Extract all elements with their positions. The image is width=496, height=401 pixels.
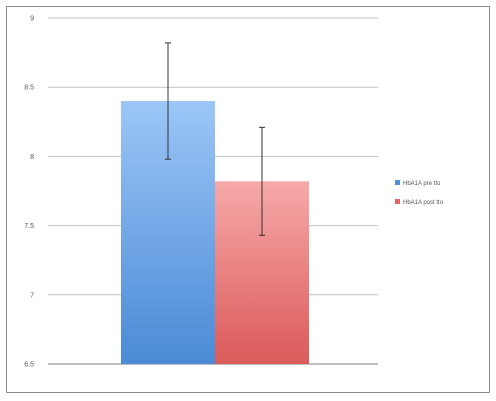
legend-label-post: HbA1A post tto xyxy=(403,200,444,206)
y-axis-ticks: 9 8.5 8 7.5 7 6.5 xyxy=(24,16,34,369)
y-tick-label-8: 8 xyxy=(30,154,34,161)
legend-swatch-post xyxy=(395,199,400,204)
bars xyxy=(121,101,309,364)
legend: HbA1A pre tto HbA1A post tto xyxy=(395,180,444,206)
y-tick-label-7-5: 7.5 xyxy=(24,223,34,230)
y-tick-label-9: 9 xyxy=(30,16,34,23)
legend-swatch-pre xyxy=(395,180,400,185)
y-tick-label-8-5: 8.5 xyxy=(24,85,34,92)
legend-label-pre: HbA1A pre tto xyxy=(403,181,441,187)
y-tick-label-6-5: 6.5 xyxy=(24,362,34,369)
y-tick-label-7: 7 xyxy=(30,292,34,299)
error-bars xyxy=(165,42,265,236)
